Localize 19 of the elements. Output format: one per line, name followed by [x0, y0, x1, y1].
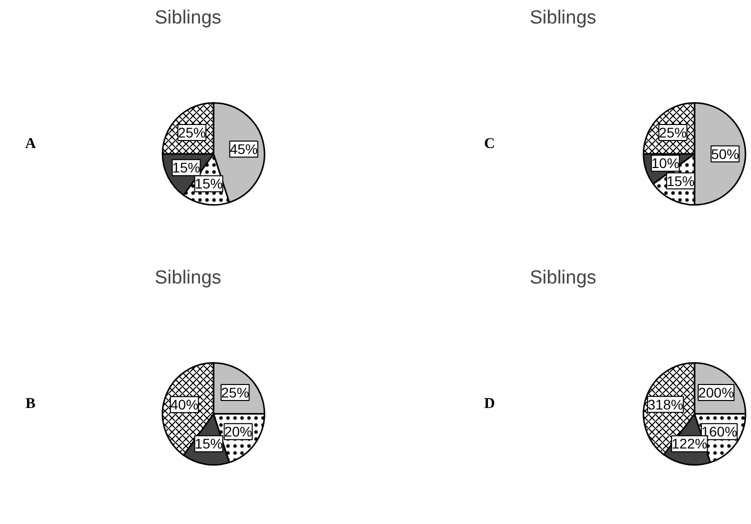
- data-label: 20%: [224, 424, 252, 440]
- chart-title: Siblings: [154, 8, 222, 28]
- data-label: 15%: [666, 172, 695, 189]
- data-label: 50%: [711, 146, 740, 162]
- text: A: [25, 136, 36, 152]
- data-label: 25%: [658, 124, 687, 141]
- data-label: 122%: [672, 436, 708, 452]
- data-label: 25%: [178, 124, 206, 141]
- chart-title: Siblings: [154, 268, 222, 288]
- data-label: 318%: [648, 396, 684, 412]
- data-label: 15%: [172, 160, 200, 176]
- text: B: [26, 396, 36, 412]
- chart-title: Siblings: [530, 268, 596, 288]
- data-label: 45%: [230, 141, 258, 158]
- text: D: [484, 396, 496, 412]
- data-label: 200%: [698, 384, 734, 401]
- chart-title: Siblings: [530, 8, 596, 28]
- data-label: 10%: [651, 155, 680, 172]
- text: C: [484, 136, 495, 152]
